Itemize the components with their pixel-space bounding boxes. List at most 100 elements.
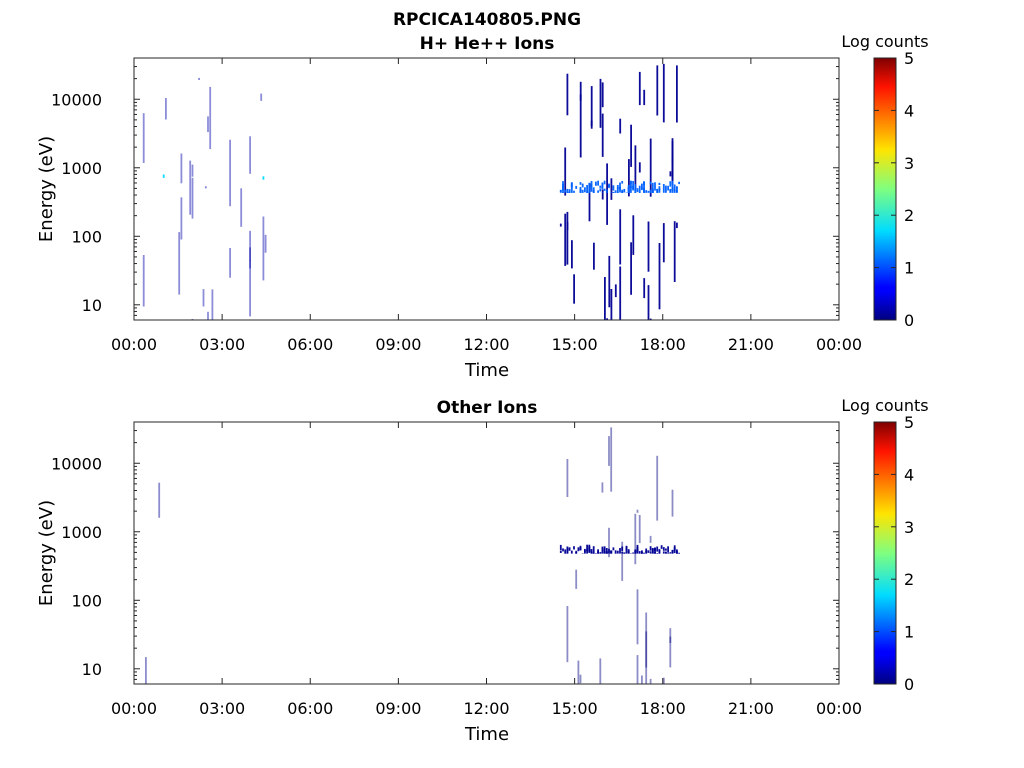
panel-title: H+ He++ Ions — [420, 34, 555, 54]
heatmap-cell — [627, 550, 630, 554]
colorbar-tick-label: 3 — [904, 518, 914, 537]
colorbar-tick-label: 1 — [904, 623, 914, 642]
heatmap-cell — [662, 184, 665, 193]
heatmap-cell — [676, 186, 678, 189]
heatmap-cell — [638, 551, 641, 554]
plot-frame — [133, 421, 840, 685]
heatmap-cell — [559, 550, 562, 553]
heatmap-cell — [647, 285, 650, 320]
heatmap-cell — [662, 223, 665, 263]
heatmap-cell — [630, 242, 632, 295]
heatmap-cell — [229, 248, 231, 278]
heatmap-cell — [630, 124, 632, 167]
heatmap-cell — [636, 655, 639, 684]
heatmap-cell — [658, 549, 661, 554]
heatmap-cell — [145, 657, 147, 684]
heatmap-cell — [632, 552, 634, 554]
heatmap-cell — [564, 213, 567, 266]
y-tick-label: 1000 — [61, 159, 102, 178]
heatmap-cell — [165, 98, 167, 120]
x-axis-ticks: 00:00 03:00 06:00 09:00 12:00 15:00 18:00 21:00… — [111, 58, 862, 354]
heatmap-cell — [601, 82, 604, 108]
x-tick-label: 18:00 — [640, 699, 686, 718]
heatmap-cell — [656, 553, 659, 554]
heatmap-cell — [621, 181, 624, 184]
heatmap-cell — [601, 113, 604, 157]
heatmap-cell — [630, 180, 632, 185]
heatmap-cell — [262, 216, 265, 281]
heatmap-cell — [636, 544, 639, 551]
heatmap-cell — [643, 89, 646, 106]
heatmap-cell — [676, 189, 678, 193]
heatmap-cell — [606, 318, 608, 320]
heatmap-cell — [604, 277, 606, 320]
heatmap-cell — [229, 139, 231, 207]
heatmap-cell — [610, 550, 613, 554]
heatmap-cell — [671, 551, 674, 554]
y-tick-label: 1000 — [61, 523, 102, 542]
heatmap-cell — [579, 674, 582, 684]
heatmap-cell — [566, 606, 569, 663]
heatmap-cell — [189, 160, 192, 215]
heatmap-cell — [586, 544, 588, 551]
spectrogram-heatmap — [142, 63, 680, 320]
x-tick-label: 15:00 — [552, 699, 598, 718]
heatmap-cell — [562, 184, 564, 190]
heatmap-cell — [601, 189, 604, 200]
heatmap-cell — [191, 177, 194, 219]
heatmap-cell — [643, 552, 645, 554]
heatmap-cell — [634, 187, 637, 193]
x-tick-label: 06:00 — [287, 699, 333, 718]
heatmap-cell — [669, 636, 672, 668]
heatmap-cell — [601, 546, 604, 552]
x-axis-label: Time — [464, 724, 509, 745]
heatmap-cell — [619, 187, 621, 190]
y-tick-label: 10000 — [51, 90, 102, 109]
heatmap-cell — [671, 180, 674, 190]
heatmap-cell — [581, 183, 584, 188]
heatmap-cell — [619, 182, 621, 189]
heatmap-cell — [656, 546, 659, 552]
heatmap-cell — [667, 185, 669, 191]
heatmap-cell — [647, 550, 650, 553]
x-tick-label: 09:00 — [375, 335, 421, 354]
panel-other-ions: Other Ions 00:00 03:00 06:00 09:00 12:00 15:0… — [36, 396, 929, 745]
heatmap-cell — [623, 188, 626, 193]
heatmap-cell — [584, 550, 586, 554]
heatmap-cell — [590, 184, 593, 192]
heatmap-cell — [191, 164, 194, 177]
heatmap-cell — [162, 174, 165, 178]
heatmap-cell — [662, 547, 665, 551]
heatmap-cell — [566, 192, 569, 193]
heatmap-cell — [645, 548, 648, 553]
heatmap-cell — [601, 482, 604, 493]
heatmap-cell — [581, 189, 584, 193]
figure-title: RPCICA140805.PNG — [393, 10, 581, 30]
heatmap-cell — [207, 116, 209, 133]
heatmap-cell — [579, 188, 582, 193]
x-tick-label: 12:00 — [463, 699, 509, 718]
heatmap-cell — [577, 660, 580, 684]
heatmap-cell — [643, 181, 645, 190]
heatmap-cell — [669, 552, 672, 554]
heatmap-cell — [599, 188, 602, 192]
x-axis-label: Time — [464, 360, 509, 381]
heatmap-cell — [647, 221, 650, 272]
heatmap-cell — [656, 188, 659, 193]
heatmap-cell — [614, 190, 617, 193]
heatmap-cell — [588, 190, 591, 193]
heatmap-cell — [665, 548, 667, 551]
heatmap-cell — [669, 181, 672, 187]
heatmap-cell — [570, 182, 573, 188]
heatmap-cell — [610, 289, 613, 320]
heatmap-cell — [651, 182, 654, 192]
heatmap-cell — [570, 550, 573, 554]
heatmap-cell — [649, 546, 652, 551]
heatmap-cell — [632, 181, 634, 190]
heatmap-cell — [584, 187, 586, 193]
heatmap-cell — [606, 163, 608, 225]
heatmap-cell — [603, 546, 606, 551]
heatmap-cell — [579, 94, 582, 158]
heatmap-cell — [638, 192, 641, 193]
